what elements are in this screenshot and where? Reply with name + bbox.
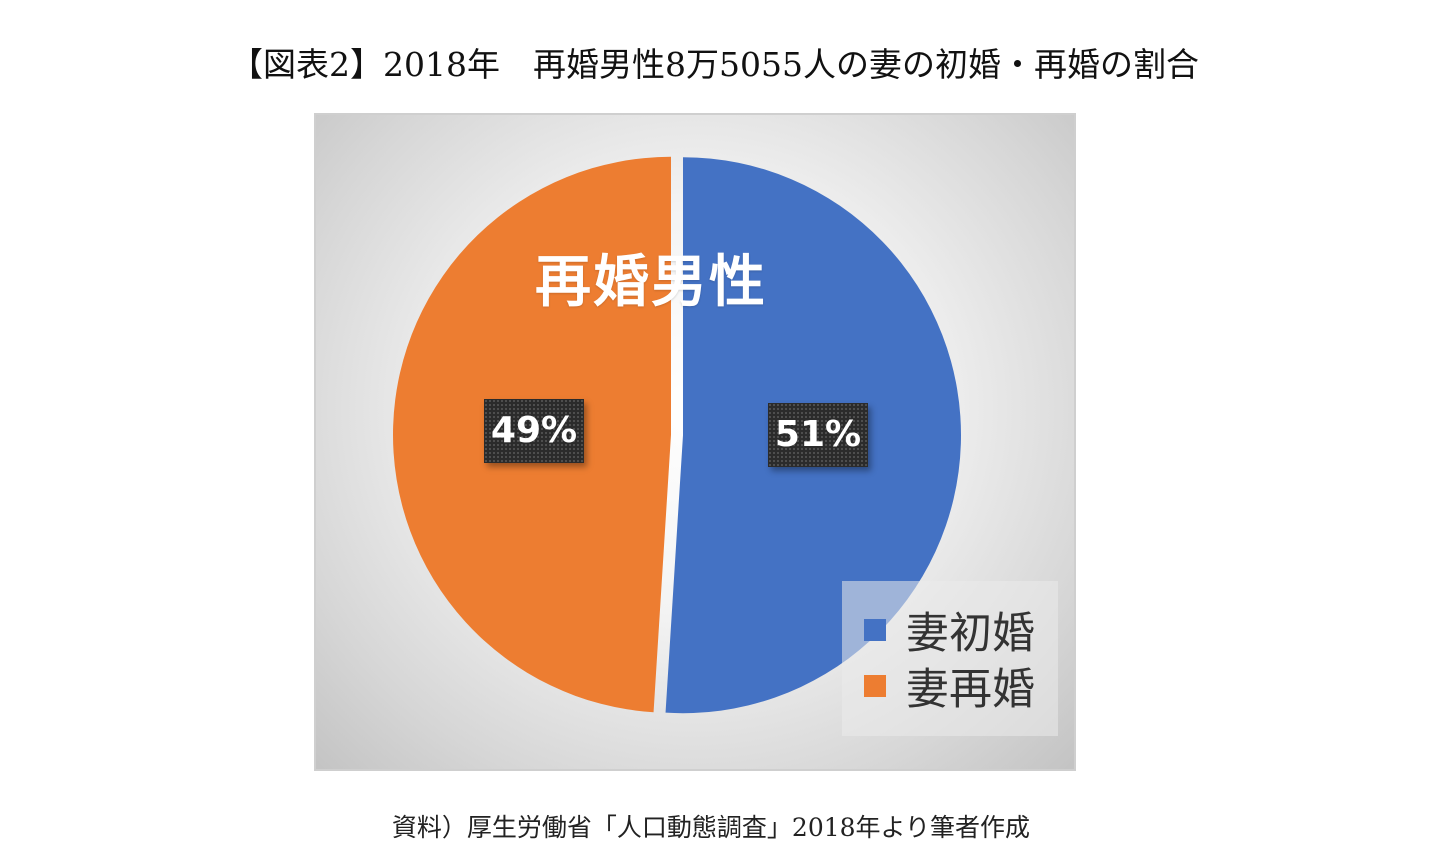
legend-item-wife-remarriage: 妻再婚 xyxy=(864,661,1035,715)
data-label-wife-first-marriage: 51% xyxy=(768,403,868,467)
chart-title: 再婚男性 xyxy=(535,250,767,315)
pie-chart: 再婚男性 51% 49% 妻初婚 妻再婚 xyxy=(314,113,1076,771)
figure-title: 【図表2】2018年 再婚男性8万5055人の妻の初婚・再婚の割合 xyxy=(230,45,1199,84)
legend-label-wife-remarriage: 妻再婚 xyxy=(906,665,1035,715)
legend-item-wife-first-marriage: 妻初婚 xyxy=(864,605,1035,659)
data-label-wife-remarriage: 49% xyxy=(484,399,584,463)
legend-label-wife-first-marriage: 妻初婚 xyxy=(906,609,1035,659)
legend-swatch-wife-remarriage xyxy=(864,675,886,697)
legend: 妻初婚 妻再婚 xyxy=(842,581,1058,736)
source-note: 資料）厚生労働省「人口動態調査」2018年より筆者作成 xyxy=(391,813,1031,842)
legend-swatch-wife-first-marriage xyxy=(864,619,886,641)
